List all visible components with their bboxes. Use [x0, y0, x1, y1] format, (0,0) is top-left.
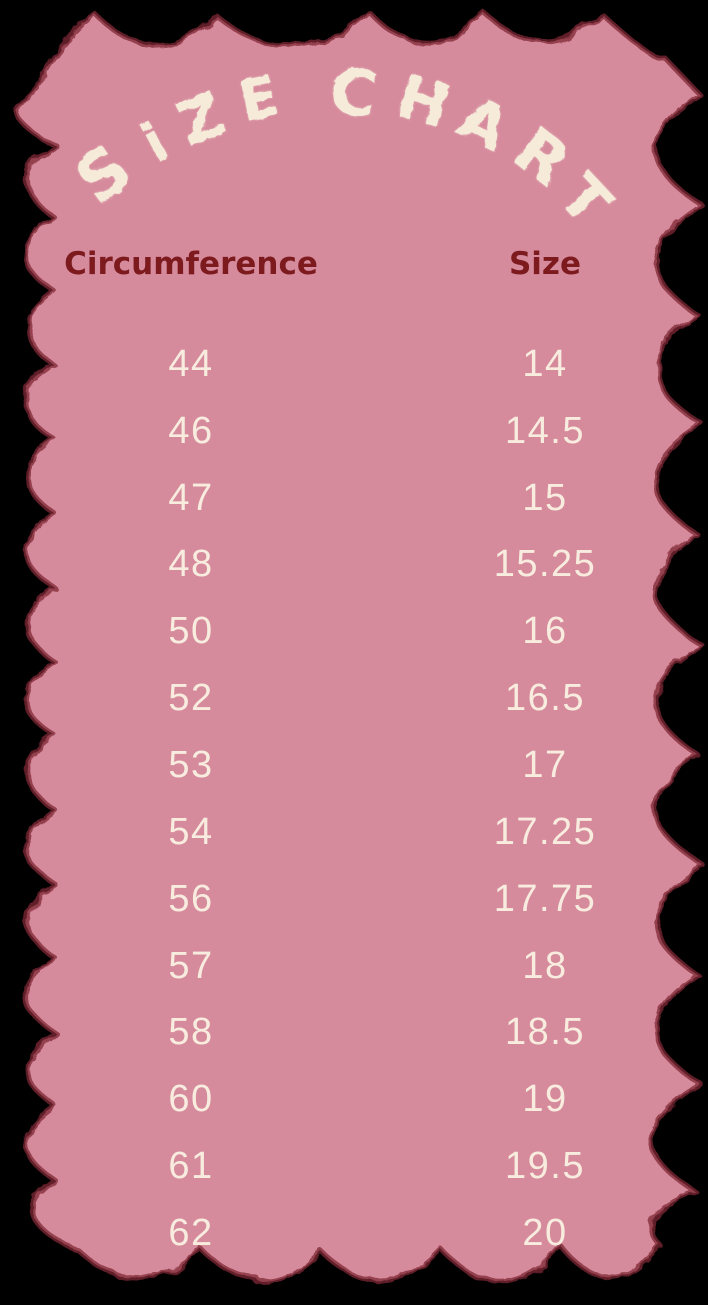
title-letter: T [544, 161, 625, 239]
size-value: 16.5 [505, 677, 585, 720]
title-letter: Z [168, 79, 235, 161]
size-value: 14 [522, 342, 568, 385]
table-row: 61 19.5 [0, 1133, 708, 1200]
circumference-value: 56 [168, 877, 214, 920]
circumference-value: 50 [168, 610, 214, 653]
circumference-value: 57 [168, 944, 214, 987]
table-row: 60 19 [0, 1066, 708, 1133]
circumference-value: 53 [168, 743, 214, 786]
circumference-value: 44 [168, 342, 214, 385]
circumference-value: 60 [168, 1078, 214, 1121]
title-letter: H [389, 61, 457, 143]
table-header-row: Circumference Size [0, 242, 708, 286]
size-table: 44 14 46 14.5 47 15 48 15.25 50 16 52 16… [0, 331, 708, 1267]
swatch-path [17, 9, 706, 1284]
table-row: 53 17 [0, 732, 708, 799]
circumference-value: 47 [168, 476, 214, 519]
size-value: 17.25 [493, 810, 597, 853]
size-value: 18.5 [505, 1011, 585, 1054]
circumference-value: 52 [168, 677, 214, 720]
size-value: 17 [522, 743, 568, 786]
title-letter: A [446, 82, 520, 166]
size-header: Size [508, 246, 582, 282]
table-row: 62 20 [0, 1200, 708, 1267]
table-row: 54 17.25 [0, 799, 708, 866]
circumference-value: 62 [168, 1211, 214, 1254]
circumference-value: 46 [168, 409, 214, 452]
size-value: 19 [522, 1078, 568, 1121]
circumference-header: Circumference [64, 246, 318, 282]
table-row: 58 18.5 [0, 999, 708, 1066]
table-row: 46 14.5 [0, 398, 708, 465]
table-row: 57 18 [0, 933, 708, 1000]
size-chart-title: S i Z E C H A R T [0, 0, 708, 260]
table-row: 56 17.75 [0, 866, 708, 933]
size-value: 18 [522, 944, 568, 987]
title-letter: C [326, 54, 381, 134]
title-letter: i [131, 110, 179, 175]
size-value: 19.5 [505, 1145, 585, 1188]
circumference-value: 48 [168, 543, 214, 586]
title-letter: S [61, 129, 146, 220]
size-value: 20 [522, 1211, 568, 1254]
size-value: 15.25 [493, 543, 597, 586]
size-value: 14.5 [505, 409, 585, 452]
table-row: 50 16 [0, 598, 708, 665]
table-row: 48 15.25 [0, 532, 708, 599]
size-value: 16 [522, 610, 568, 653]
circumference-value: 61 [168, 1145, 214, 1188]
size-value: 17.75 [493, 877, 597, 920]
title-letter: R [501, 113, 584, 201]
table-row: 44 14 [0, 331, 708, 398]
size-value: 15 [522, 476, 568, 519]
title-letter: E [233, 63, 285, 136]
table-row: 52 16.5 [0, 665, 708, 732]
circumference-value: 58 [168, 1011, 214, 1054]
circumference-value: 54 [168, 810, 214, 853]
table-row: 47 15 [0, 465, 708, 532]
